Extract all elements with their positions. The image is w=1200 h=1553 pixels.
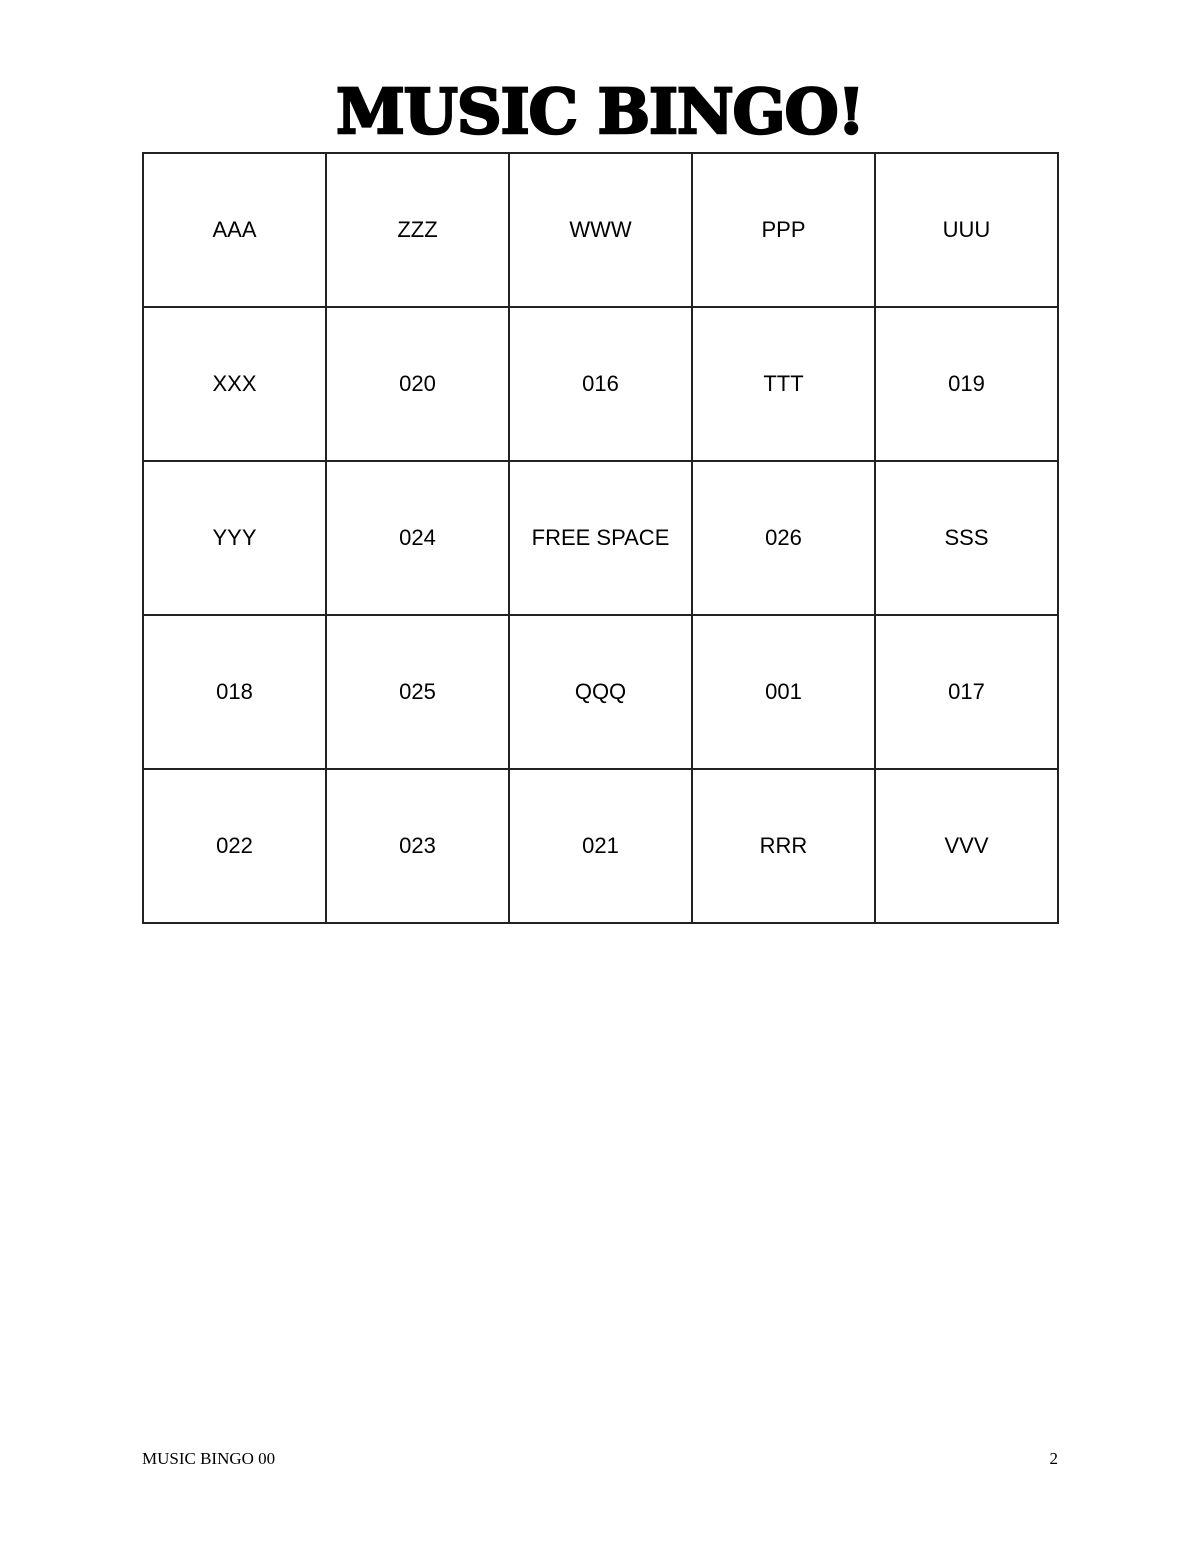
bingo-cell: TTT — [691, 306, 876, 462]
page-number: 2 — [1049, 1449, 1059, 1468]
bingo-row: 022 023 021 RRR VVV — [142, 768, 1059, 924]
bingo-cell: 016 — [508, 306, 693, 462]
bingo-cell: UUU — [874, 152, 1059, 308]
bingo-cell: 022 — [142, 768, 327, 924]
bingo-cell: VVV — [874, 768, 1059, 924]
bingo-cell: 020 — [325, 306, 510, 462]
bingo-cell: RRR — [691, 768, 876, 924]
bingo-cell: 023 — [325, 768, 510, 924]
bingo-cell: 024 — [325, 460, 510, 616]
footer-title: MUSIC BINGO 00 — [142, 1449, 276, 1468]
bingo-cell: XXX — [142, 306, 327, 462]
bingo-cell: 021 — [508, 768, 693, 924]
bingo-cell: PPP — [691, 152, 876, 308]
bingo-cell: SSS — [874, 460, 1059, 616]
bingo-cell: 026 — [691, 460, 876, 616]
bingo-row: 018 025 QQQ 001 017 — [142, 614, 1059, 770]
bingo-cell: WWW — [508, 152, 693, 308]
bingo-cell: 001 — [691, 614, 876, 770]
bingo-cell: ZZZ — [325, 152, 510, 308]
bingo-cell: 017 — [874, 614, 1059, 770]
bingo-card: AAA ZZZ WWW PPP UUU XXX 020 016 TTT 019 YYY 024 FREE… — [142, 152, 1059, 924]
bingo-cell: 025 — [325, 614, 510, 770]
bingo-cell: AAA — [142, 152, 327, 308]
bingo-row: XXX 020 016 TTT 019 — [142, 306, 1059, 462]
bingo-cell: QQQ — [508, 614, 693, 770]
page-title: MUSIC BINGO! — [335, 74, 866, 150]
bingo-cell: 019 — [874, 306, 1059, 462]
bingo-row: YYY 024 FREE SPACE 026 SSS — [142, 460, 1059, 616]
bingo-cell: 018 — [142, 614, 327, 770]
bingo-row: AAA ZZZ WWW PPP UUU — [142, 152, 1059, 308]
bingo-cell: FREE SPACE — [508, 460, 693, 616]
bingo-cell: YYY — [142, 460, 327, 616]
